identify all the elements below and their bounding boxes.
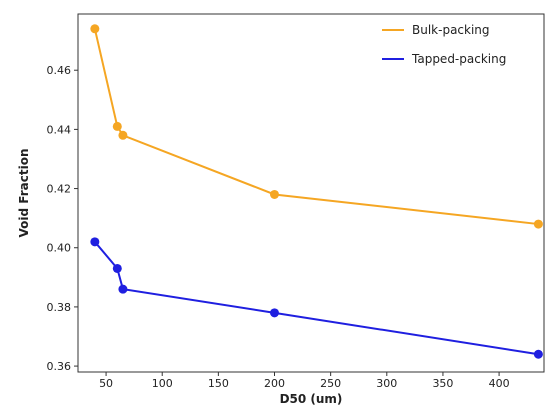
y-tick-label: 0.36 bbox=[47, 360, 72, 373]
data-point bbox=[533, 219, 543, 229]
x-tick-label: 100 bbox=[152, 377, 173, 390]
data-point bbox=[533, 349, 543, 359]
data-point bbox=[112, 263, 122, 273]
y-axis: 0.36 0.38 0.40 0.42 0.44 0.46 bbox=[47, 64, 78, 373]
y-tick-label: 0.42 bbox=[47, 183, 72, 196]
y-tick-label: 0.38 bbox=[47, 301, 72, 314]
plot-frame bbox=[77, 13, 545, 373]
legend-item: Tapped-packing bbox=[382, 52, 506, 66]
data-point bbox=[112, 121, 122, 131]
x-axis-label: D50 (um) bbox=[280, 392, 343, 406]
x-tick-label: 300 bbox=[376, 377, 397, 390]
x-tick-label: 250 bbox=[320, 377, 341, 390]
x-axis: 50 100 150 200 250 300 350 400 bbox=[99, 372, 510, 390]
legend-item: Bulk-packing bbox=[382, 23, 490, 37]
y-tick-label: 0.46 bbox=[47, 64, 72, 77]
x-tick-label: 50 bbox=[99, 377, 113, 390]
x-tick-label: 150 bbox=[208, 377, 229, 390]
y-axis-label: Void Fraction bbox=[17, 149, 31, 238]
legend-label: Tapped-packing bbox=[411, 52, 506, 66]
legend-label: Bulk-packing bbox=[412, 23, 490, 37]
data-point bbox=[90, 237, 100, 247]
data-point bbox=[118, 284, 128, 294]
y-tick-label: 0.44 bbox=[47, 123, 72, 136]
data-point bbox=[118, 130, 128, 140]
plot-frame-border bbox=[77, 13, 545, 373]
series-line bbox=[94, 241, 539, 356]
legend: Bulk-packing Tapped-packing bbox=[382, 23, 506, 66]
x-tick-label: 350 bbox=[432, 377, 453, 390]
series-layer bbox=[90, 24, 543, 359]
series-2 bbox=[90, 237, 543, 359]
data-point bbox=[270, 308, 280, 318]
data-point bbox=[90, 24, 100, 34]
y-tick-label: 0.40 bbox=[47, 242, 72, 255]
x-tick-label: 200 bbox=[264, 377, 285, 390]
x-tick-label: 400 bbox=[489, 377, 510, 390]
data-point bbox=[270, 189, 280, 199]
series-1 bbox=[90, 24, 543, 229]
